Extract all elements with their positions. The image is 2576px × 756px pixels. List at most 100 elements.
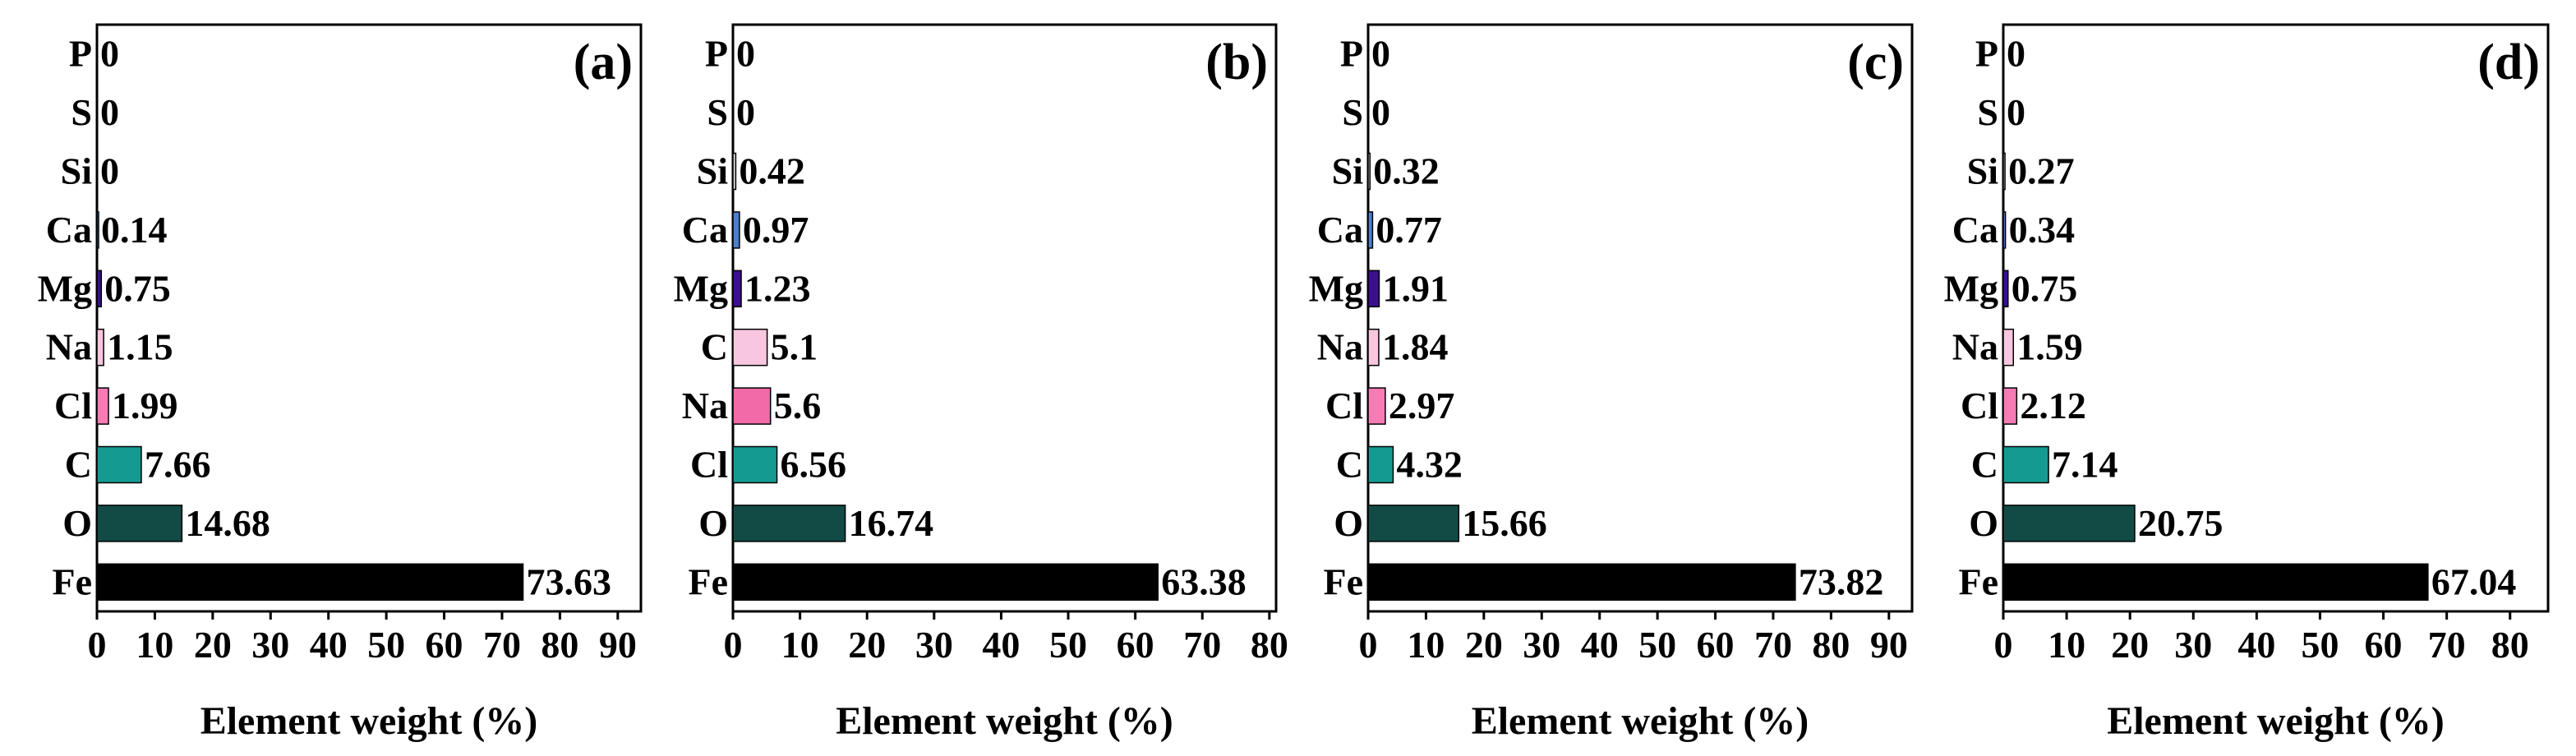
data-label: 7.14 [2052, 444, 2118, 486]
bar-ca [1367, 211, 1374, 249]
data-label: 7.66 [145, 444, 211, 486]
bar-mg [96, 270, 103, 308]
bar-na [732, 387, 772, 425]
x-tick-label: 30 [1523, 624, 1560, 666]
category-label: Na [1952, 326, 1998, 368]
data-label: 5.1 [771, 326, 818, 368]
x-tick-label: 10 [2048, 624, 2085, 666]
bar-na [96, 328, 104, 366]
category-label: Mg [38, 267, 92, 309]
panel-label: (d) [2477, 35, 2540, 90]
data-label: 2.12 [2020, 385, 2086, 426]
data-label: 0 [100, 150, 119, 192]
x-tick-label: 80 [1812, 624, 1850, 666]
data-label: 0.97 [743, 209, 809, 251]
bar-ca [96, 211, 99, 249]
x-tick-label: 70 [1183, 624, 1221, 666]
x-tick-label: 90 [1870, 624, 1908, 666]
category-label: C [65, 444, 92, 486]
data-label: 0.42 [739, 150, 805, 192]
bar-na [1367, 328, 1380, 366]
data-label: 67.04 [2431, 560, 2517, 602]
x-tick-label: 60 [1117, 624, 1154, 666]
category-label: Si [1967, 150, 1999, 192]
category-label: Mg [674, 267, 728, 309]
data-label: 0.75 [2011, 267, 2078, 309]
category-label: P [1340, 33, 1363, 75]
x-tick-label: 80 [1251, 624, 1288, 666]
category-label: Cl [1325, 385, 1363, 426]
x-tick-label: 0 [1994, 624, 2013, 666]
bar-mg [732, 270, 742, 308]
bar-si [1367, 152, 1371, 191]
bar-mg [2002, 270, 2009, 308]
category-label: P [69, 33, 92, 75]
category-label: S [1342, 91, 1363, 133]
data-label: 1.59 [2016, 326, 2083, 368]
category-label: S [707, 91, 728, 133]
data-label: 1.23 [744, 267, 811, 309]
x-tick-label: 90 [599, 624, 637, 666]
bar-c [1367, 445, 1394, 484]
data-label: 4.32 [1396, 444, 1463, 486]
panel-label: (c) [1847, 35, 1904, 90]
data-label: 1.15 [107, 326, 173, 368]
bar-ca [732, 211, 740, 249]
x-tick-label: 10 [136, 624, 173, 666]
bar-si [2002, 152, 2006, 191]
data-label: 0.77 [1376, 209, 1442, 251]
x-tick-label: 60 [2365, 624, 2403, 666]
data-label: 0.34 [2009, 209, 2076, 251]
x-axis-title: Element weight (%) [1472, 699, 1809, 743]
category-label: P [1975, 33, 1998, 75]
category-label: Fe [1958, 560, 1998, 602]
data-label: 16.74 [849, 502, 934, 544]
bar-na [2002, 328, 2015, 366]
x-tick-label: 0 [88, 624, 107, 666]
x-tick-label: 20 [194, 624, 232, 666]
x-tick-label: 70 [483, 624, 521, 666]
category-label: Si [1332, 150, 1364, 192]
bar-c [2002, 445, 2049, 484]
x-tick-label: 40 [2237, 624, 2275, 666]
category-label: O [1334, 502, 1363, 544]
bar-fe [1367, 563, 1796, 602]
x-tick-label: 50 [1638, 624, 1676, 666]
plot-frame [95, 23, 643, 613]
plot-frame [731, 23, 1278, 613]
bar-cl [1367, 387, 1386, 425]
category-label: Fe [688, 560, 728, 602]
data-label: 0.27 [2008, 150, 2075, 192]
x-tick-label: 50 [2301, 624, 2339, 666]
x-tick-label: 60 [1697, 624, 1735, 666]
category-label: Si [697, 150, 729, 192]
x-tick-label: 20 [848, 624, 886, 666]
category-label: Na [1317, 326, 1363, 368]
bar-o [732, 505, 846, 542]
data-label: 14.68 [185, 502, 270, 544]
category-label: S [1977, 91, 1998, 133]
category-label: O [62, 502, 92, 544]
category-label: C [701, 326, 728, 368]
category-label: Cl [690, 444, 728, 486]
bar-fe [96, 563, 524, 602]
category-label: Ca [682, 209, 728, 251]
x-tick-label: 40 [310, 624, 348, 666]
data-label: 15.66 [1462, 502, 1547, 544]
bar-c [96, 445, 142, 484]
category-label: O [698, 502, 728, 544]
category-label: Mg [1309, 267, 1363, 309]
x-tick-label: 0 [724, 624, 743, 666]
x-tick-label: 20 [1465, 624, 1503, 666]
data-label: 2.97 [1389, 385, 1455, 426]
x-tick-label: 10 [781, 624, 819, 666]
data-label: 6.56 [781, 444, 847, 486]
category-label: Fe [52, 560, 92, 602]
plot-frame [2002, 23, 2550, 613]
category-label: Si [61, 150, 93, 192]
bar-c [732, 328, 768, 366]
x-tick-label: 30 [251, 624, 289, 666]
panel-label: (a) [574, 35, 633, 90]
